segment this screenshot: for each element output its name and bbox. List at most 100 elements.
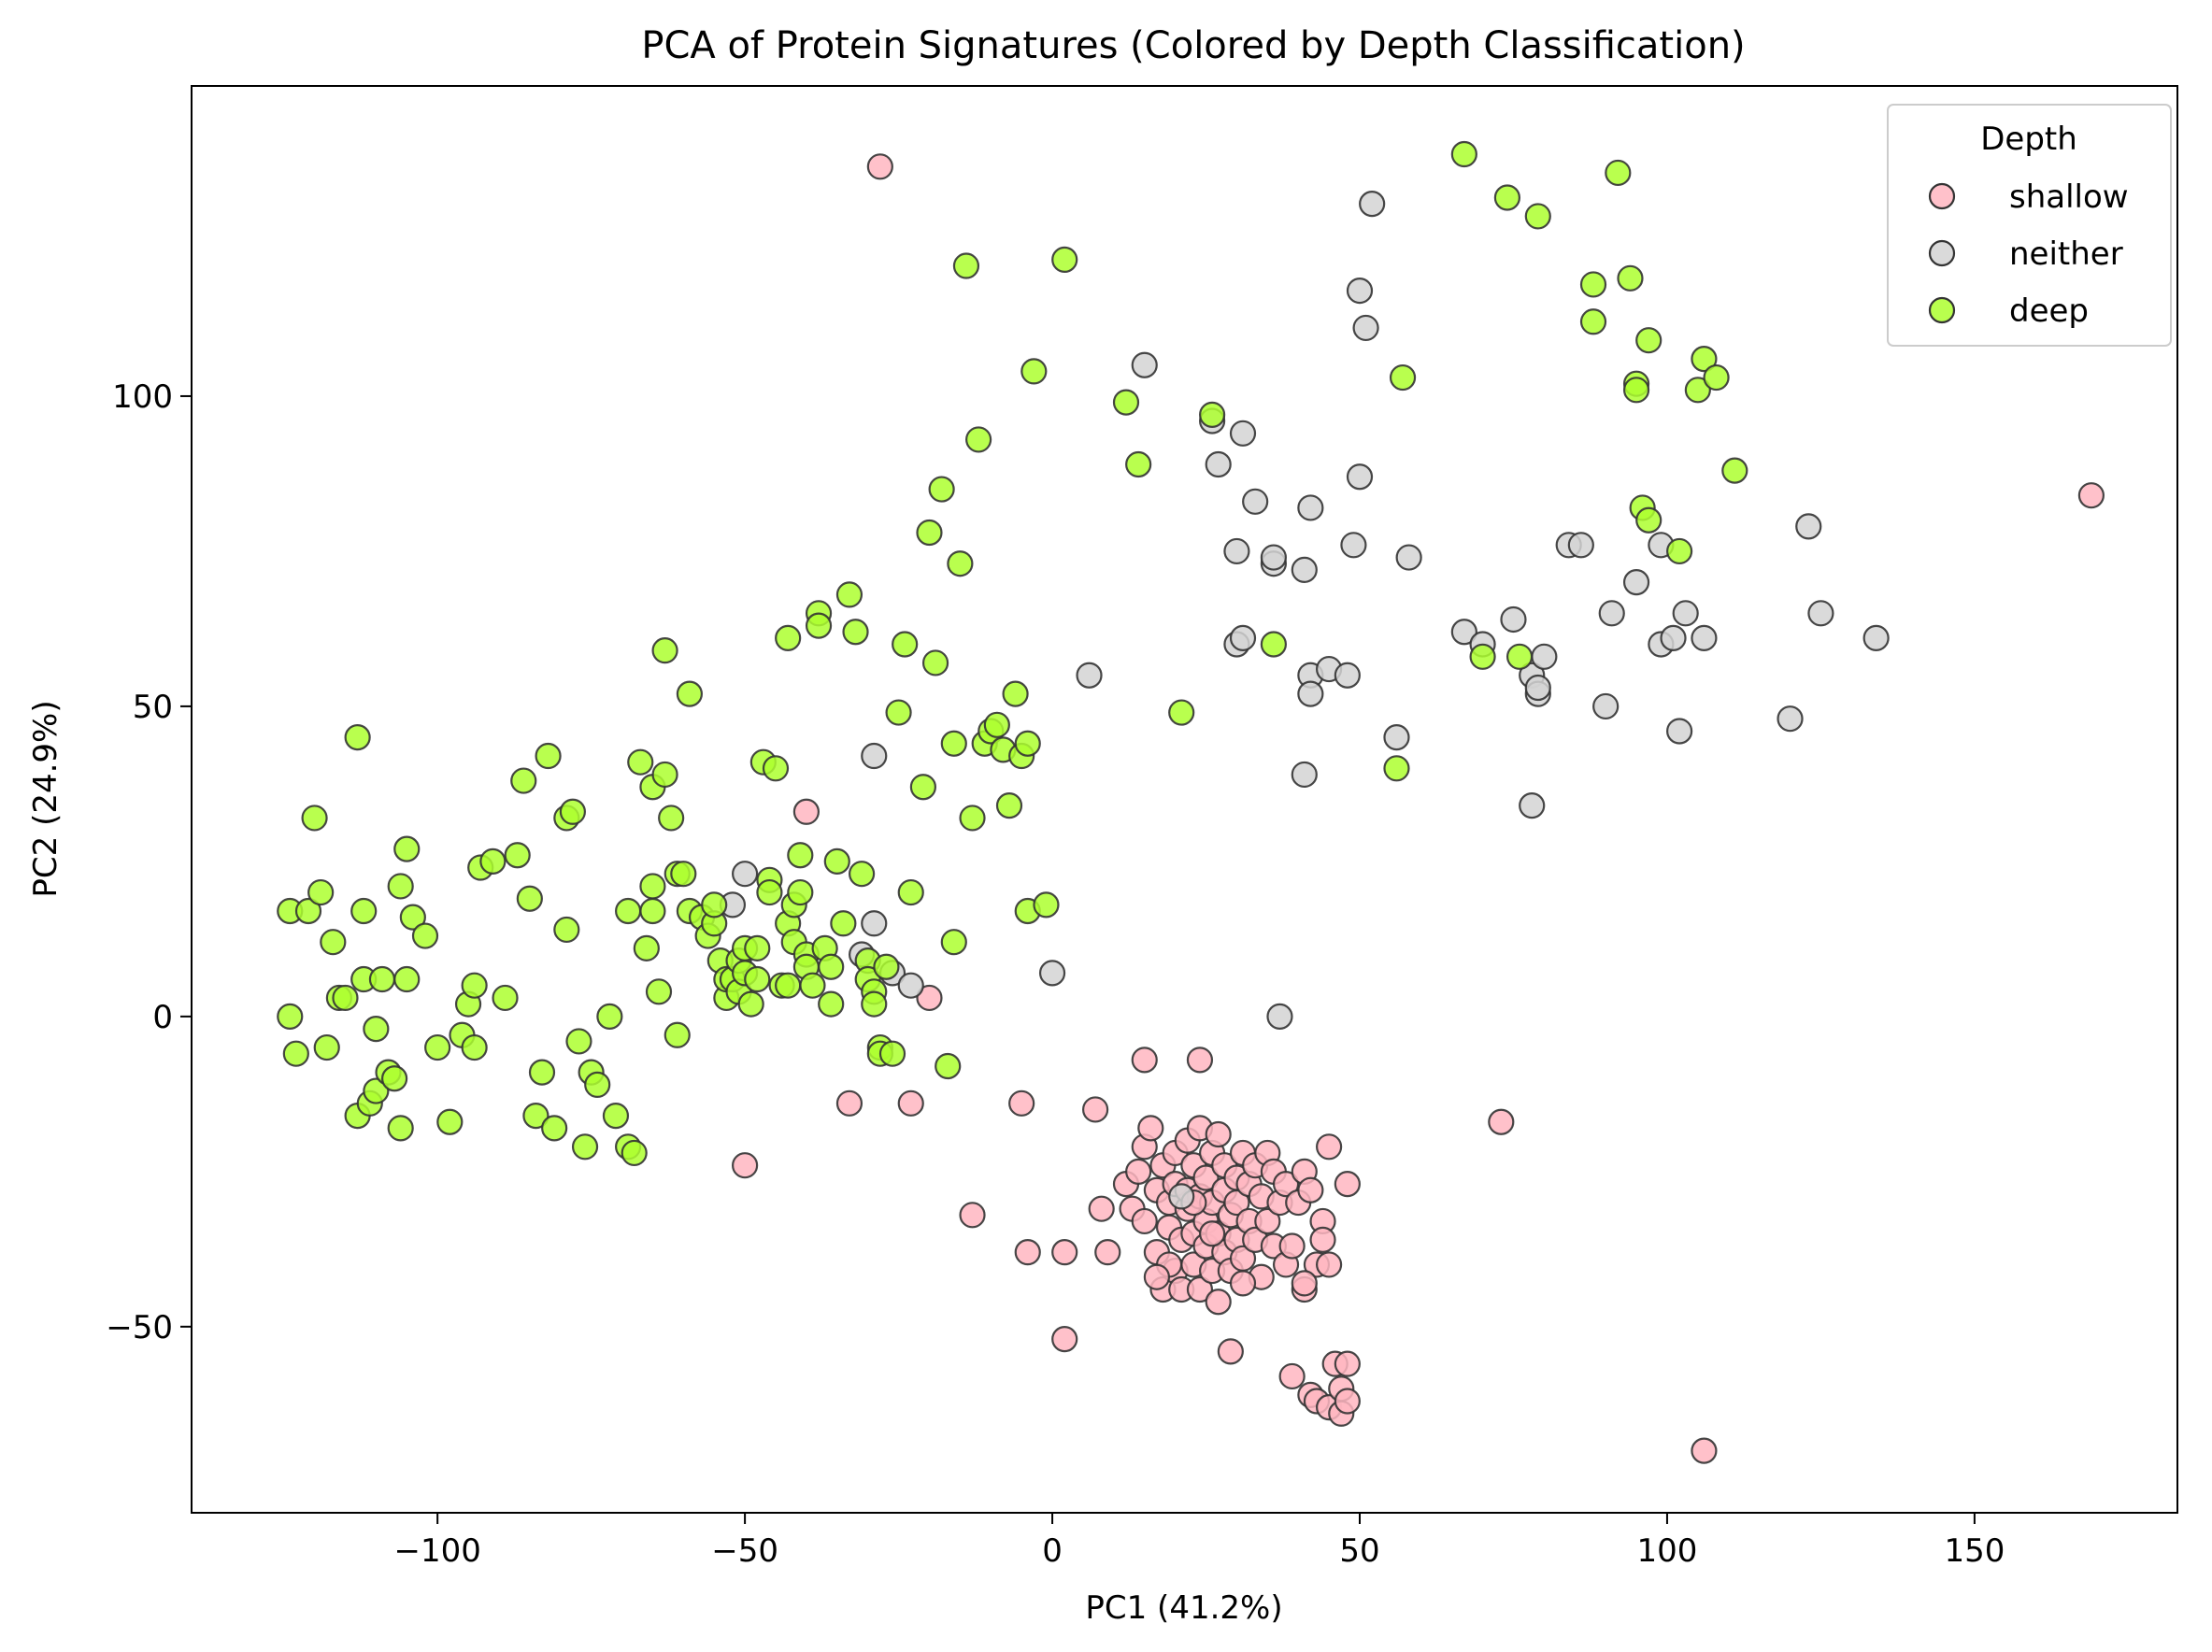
scatter-point-neither [1131, 351, 1158, 378]
scatter-point-deep [1635, 506, 1663, 534]
scatter-point-deep [1622, 377, 1650, 404]
scatter-point-shallow [1691, 1437, 1718, 1464]
scatter-point-deep [350, 897, 378, 925]
y-tick-label: 100 [112, 378, 173, 416]
scatter-point-deep [344, 724, 371, 751]
scatter-point-shallow [1217, 1338, 1244, 1365]
scatter-point-deep [1383, 755, 1410, 782]
scatter-point-shallow [1278, 1232, 1306, 1260]
legend-label-shallow: shallow [2009, 178, 2129, 216]
scatter-point-neither [1691, 624, 1718, 651]
legend-label-neither: neither [2009, 235, 2123, 273]
scatter-point-shallow [1143, 1263, 1170, 1290]
scatter-point-neither [1334, 662, 1361, 689]
scatter-point-deep [565, 1028, 592, 1055]
scatter-point-deep [522, 1102, 549, 1130]
scatter-point-shallow [1014, 1239, 1041, 1266]
scatter-point-deep [818, 953, 845, 980]
y-axis-ticks: −50 0 50 100 [106, 378, 192, 1346]
scatter-point-deep [602, 1102, 630, 1130]
scatter-point-deep [1691, 346, 1718, 373]
scatter-point-deep [393, 965, 421, 993]
scatter-point-shallow [1186, 1047, 1214, 1074]
scatter-point-shallow [1291, 1270, 1318, 1297]
scatter-point-deep [1389, 363, 1417, 392]
scatter-point-deep [892, 631, 919, 658]
scatter-point-deep [1493, 184, 1520, 211]
scatter-point-shallow [897, 1089, 924, 1117]
scatter-point-shallow [1199, 1220, 1226, 1247]
scatter-point-neither [1352, 314, 1379, 342]
scatter-point-neither [861, 910, 888, 937]
scatter-point-neither [1862, 624, 1890, 651]
scatter-point-deep [744, 965, 771, 993]
scatter-point-deep [615, 897, 642, 925]
scatter-point-deep [676, 680, 703, 707]
x-tick-label: −50 [711, 1532, 778, 1570]
scatter-point-deep [363, 1077, 390, 1104]
scatter-point-shallow [1334, 1171, 1361, 1198]
scatter-point-deep [1112, 389, 1140, 416]
scatter-point-deep [559, 798, 586, 825]
scatter-point-shallow [1082, 1096, 1109, 1123]
scatter-point-deep [940, 730, 967, 757]
scatter-point-shallow [1094, 1239, 1121, 1266]
scatter-point-deep [787, 842, 814, 869]
scatter-point-deep [393, 835, 421, 862]
scatter-point-neither [1291, 556, 1318, 583]
scatter-point-neither [1524, 674, 1551, 702]
scatter-point-deep [320, 929, 347, 956]
scatter-point-neither [1807, 600, 1834, 627]
scatter-point-shallow [1186, 1275, 1214, 1303]
scatter-point-neither [1038, 960, 1066, 987]
scatter-point-neither [1672, 600, 1699, 627]
legend: Depth shallow neither deep [1887, 104, 2172, 347]
scatter-point-deep [1579, 271, 1607, 298]
scatter-point-shallow [1008, 1089, 1035, 1117]
scatter-point-neither [1359, 191, 1386, 218]
scatter-point-shallow [916, 984, 943, 1012]
scatter-point-shallow [1051, 1239, 1078, 1266]
scatter-point-neither [1795, 513, 1822, 540]
legend-title: Depth [1980, 121, 2077, 158]
scatter-point-deep [1020, 358, 1048, 385]
scatter-point-deep [1579, 308, 1607, 335]
x-tick-label: 0 [1042, 1532, 1063, 1570]
scatter-point-deep [363, 1016, 390, 1043]
scatter-point-deep [1199, 401, 1226, 428]
scatter-point-deep [504, 842, 531, 869]
scatter-point-deep [277, 1003, 304, 1030]
scatter-point-shallow [1316, 1133, 1343, 1161]
scatter-point-deep [756, 878, 783, 906]
scatter-point-neither [861, 742, 888, 770]
scatter-point-shallow [1051, 1326, 1078, 1353]
scatter-point-deep [282, 1040, 309, 1067]
scatter-point-neither [1223, 537, 1250, 565]
scatter-point-neither [1383, 724, 1410, 751]
scatter-point-deep [762, 755, 790, 782]
scatter-point-deep [1721, 457, 1748, 484]
scatter-point-deep [1684, 377, 1711, 404]
x-tick-label: 150 [1944, 1532, 2005, 1570]
scatter-point-shallow [1125, 1158, 1152, 1185]
scatter-point-deep [479, 847, 507, 875]
scatter-point-neither [1450, 619, 1477, 646]
scatter-point-deep [510, 767, 537, 794]
scatter-point-deep [940, 929, 967, 956]
scatter-point-deep [983, 711, 1010, 738]
scatter-point-deep [830, 910, 857, 937]
scatter-point-deep [1524, 203, 1551, 230]
y-axis-label: PC2 (24.9%) [27, 700, 64, 897]
scatter-point-deep [301, 805, 328, 832]
legend-marker-deep [1928, 296, 1956, 324]
legend-marker-neither [1928, 239, 1956, 267]
scatter-point-shallow [1272, 1171, 1300, 1198]
scatter-point-neither [1076, 662, 1103, 689]
scatter-point-deep [818, 990, 845, 1018]
scatter-point-shallow [1205, 1120, 1232, 1148]
scatter-point-neither [1297, 680, 1324, 707]
scatter-points [277, 140, 2105, 1464]
scatter-point-deep [639, 897, 666, 925]
